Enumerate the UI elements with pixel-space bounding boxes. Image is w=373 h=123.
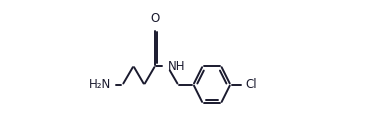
Text: O: O (150, 12, 160, 25)
Text: Cl: Cl (245, 78, 257, 91)
Text: NH: NH (168, 60, 186, 73)
Text: H₂N: H₂N (89, 78, 111, 91)
